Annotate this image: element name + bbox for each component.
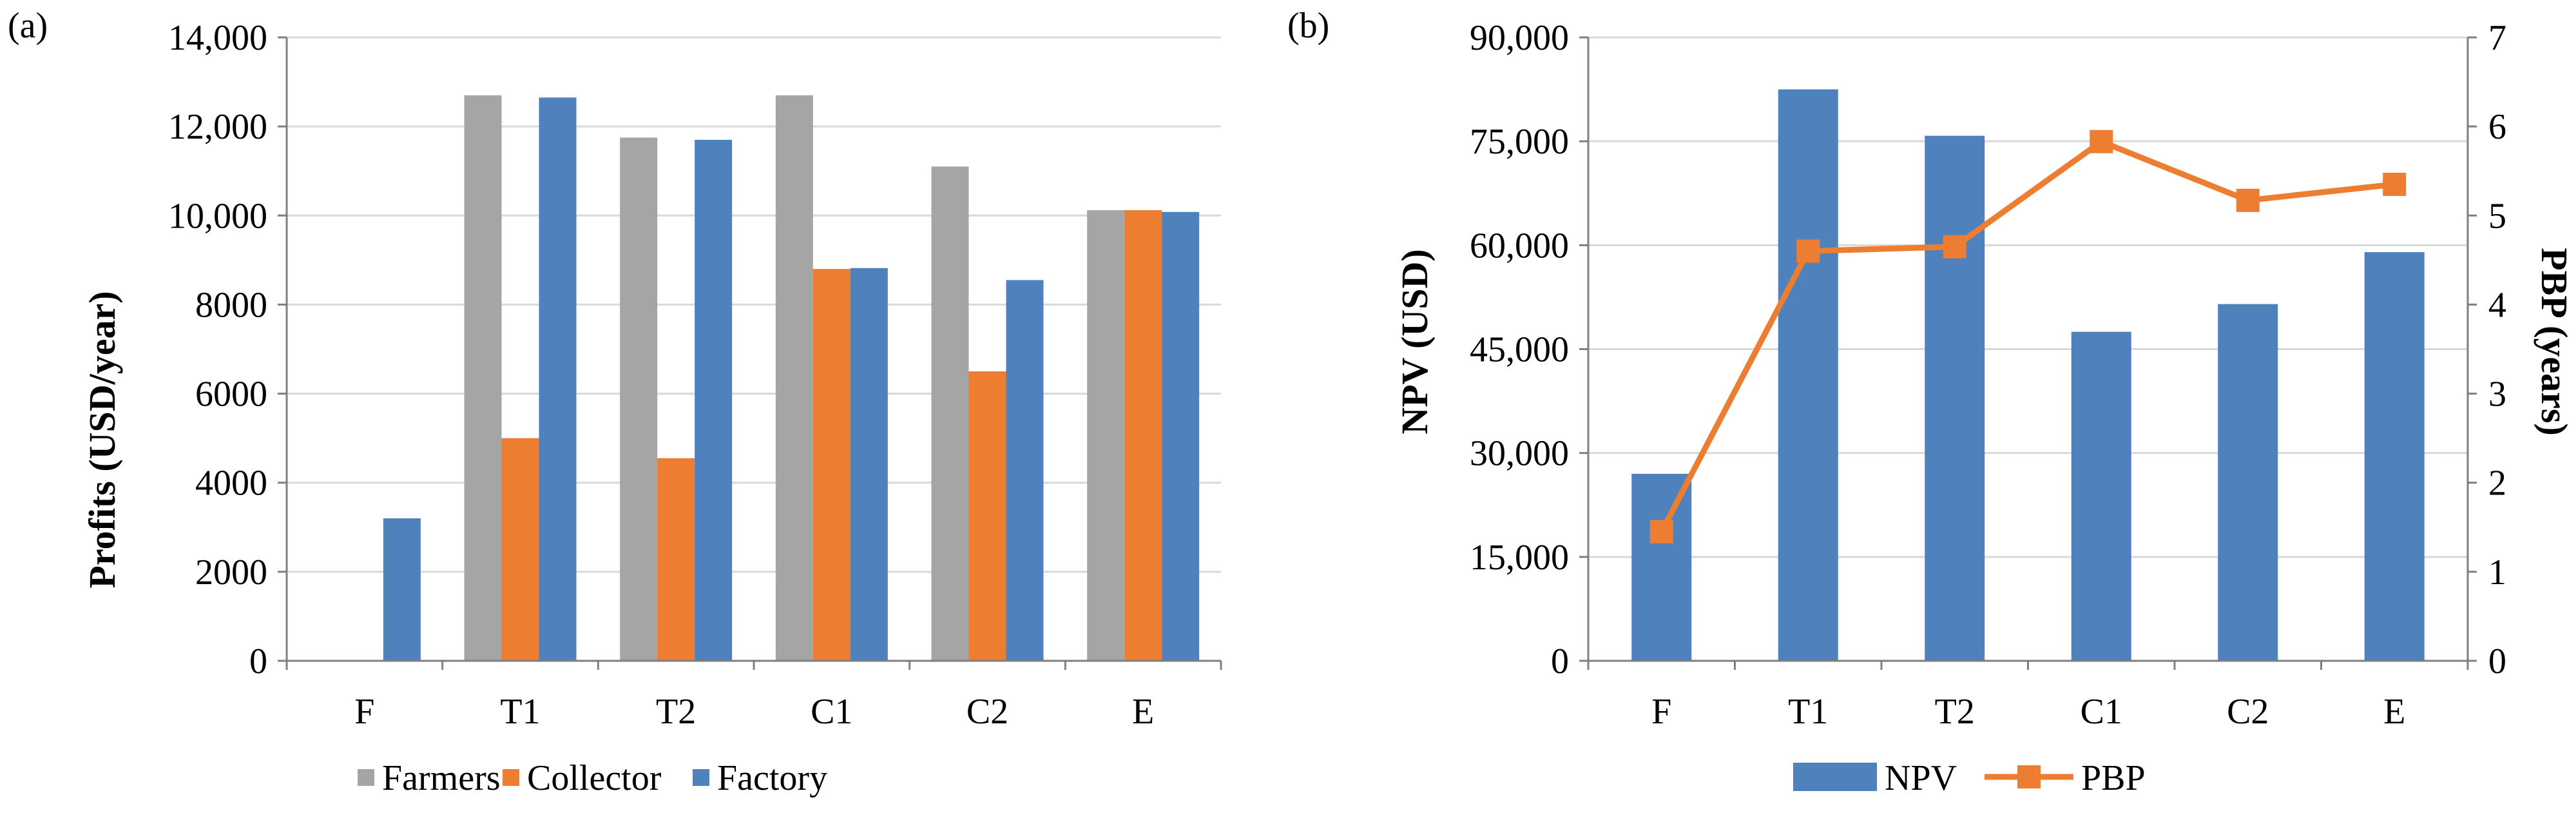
panel-b-left-y-tick-label: 0 (1551, 641, 1569, 681)
panel-b-right-y-tick-label: 7 (2488, 18, 2506, 58)
bar-farmers-t1 (464, 95, 502, 661)
panel-b-x-tick-label: F (1651, 692, 1671, 732)
panel-b-npv-pbp-chart: (b) 0 15,000 30,000 45,000 60,000 75,000 90,00… (1287, 6, 2575, 798)
panel-b-right-y-tick-label: 0 (2488, 641, 2506, 681)
pbp-marker-c1 (2090, 130, 2113, 153)
panel-a-y-tick-label: 6000 (195, 375, 267, 415)
panel-b-left-y-tick-label: 60,000 (1470, 226, 1569, 266)
panel-b-left-y-tick-labels: 0 15,000 30,000 45,000 60,000 75,000 90,000 (1470, 18, 1569, 681)
pbp-marker-c2 (2236, 188, 2260, 212)
panel-b-left-y-tick-label: 30,000 (1470, 434, 1569, 474)
bar-collector-t1 (501, 438, 539, 661)
bar-collector-c2 (968, 371, 1006, 661)
panel-a-gridlines (287, 36, 1221, 573)
panel-b-x-tick-labels: F T1 T2 C1 C2 E (1651, 692, 2405, 732)
panel-a-legend: Farmers Collector Factory (358, 758, 827, 798)
pbp-marker-t1 (1796, 239, 1820, 263)
panel-a-x-tick-label: T2 (656, 692, 696, 732)
panel-a-y-tick-label: 4000 (195, 464, 267, 504)
bar-farmers-e (1087, 210, 1125, 661)
legend-label-farmers: Farmers (382, 758, 501, 798)
pbp-series-line (1658, 139, 2395, 533)
panel-a-y-tick-label: 0 (249, 641, 267, 681)
bar-farmers-c1 (775, 95, 813, 661)
bar-npv-c1 (2071, 331, 2131, 661)
bar-collector-t2 (657, 458, 695, 661)
panel-b-npv-bars (1631, 89, 2425, 661)
panel-b-gridlines (1588, 36, 2468, 558)
panel-b-x-tick-label: E (2383, 692, 2405, 732)
panel-b-right-y-tick-label: 3 (2488, 375, 2506, 415)
pbp-marker-t2 (1943, 235, 1966, 259)
bar-factory-e (1162, 211, 1200, 661)
panel-a-x-tick-labels: F T1 T2 C1 C2 E (354, 692, 1154, 732)
panel-b-pbp-line (1649, 130, 2407, 543)
panel-b-x-tick-label: C2 (2227, 692, 2269, 732)
bar-npv-t2 (1925, 135, 1985, 661)
panel-a-axes (278, 36, 1222, 670)
bar-factory-t2 (695, 139, 733, 661)
bar-npv-c2 (2218, 304, 2278, 661)
bar-farmers-t2 (620, 137, 658, 661)
panel-a-y-tick-label: 8000 (195, 285, 267, 325)
legend-label-collector: Collector (527, 758, 662, 798)
panel-b-right-y-tick-labels: 0 1 2 3 4 5 6 7 (2488, 18, 2506, 681)
panel-a-bars (383, 95, 1200, 661)
bar-factory-c1 (850, 268, 888, 661)
panel-a-x-tick-label: F (354, 692, 374, 732)
legend-swatch-farmers (358, 769, 374, 786)
bar-npv-e (2364, 252, 2425, 661)
legend-label-pbp: PBP (2081, 758, 2146, 798)
panel-b-right-y-tick-label: 1 (2488, 553, 2506, 592)
pbp-marker-e (2383, 172, 2407, 196)
panel-b-x-tick-label: T2 (1935, 692, 1975, 732)
bar-npv-t1 (1778, 89, 1838, 661)
panel-a-x-tick-label: C1 (811, 692, 852, 732)
bar-collector-c1 (812, 269, 851, 661)
panel-a-y-tick-label: 2000 (195, 553, 267, 592)
legend-swatch-npv (1793, 763, 1877, 791)
legend-label-factory: Factory (717, 758, 827, 798)
panel-b-left-y-tick-label: 90,000 (1470, 18, 1569, 58)
panel-b-right-y-axis-title: PBP (years) (2533, 248, 2575, 436)
panel-b-label: (b) (1287, 6, 1329, 46)
bar-factory-f (383, 518, 421, 661)
panel-a-x-tick-label: T1 (500, 692, 540, 732)
panel-b-axes (1579, 36, 2477, 670)
panel-b-left-y-axis-title: NPV (USD) (1394, 249, 1436, 434)
legend-label-npv: NPV (1885, 758, 1957, 798)
panel-b-left-y-tick-label: 45,000 (1470, 330, 1569, 370)
bar-farmers-c2 (931, 166, 969, 661)
legend-swatch-pbp-marker (2017, 765, 2041, 788)
panel-a-label: (a) (8, 6, 48, 46)
panel-b-left-y-tick-label: 75,000 (1470, 122, 1569, 162)
panel-b-right-y-tick-label: 2 (2488, 464, 2506, 504)
panel-a-y-tick-label: 10,000 (168, 196, 267, 236)
panel-a-x-tick-label: E (1132, 692, 1154, 732)
panel-b-right-y-tick-label: 4 (2488, 285, 2506, 325)
bar-npv-f (1631, 473, 1692, 661)
panel-b-x-tick-label: C1 (2081, 692, 2122, 732)
bar-collector-e (1124, 210, 1162, 661)
panel-b-right-y-tick-label: 6 (2488, 107, 2506, 147)
panel-b-left-y-tick-label: 15,000 (1470, 538, 1569, 578)
bar-factory-c2 (1006, 280, 1044, 661)
legend-swatch-factory (693, 769, 709, 786)
panel-b-right-y-tick-label: 5 (2488, 196, 2506, 236)
panel-a-y-tick-labels: 0 2000 4000 6000 8000 10,000 12,000 14,000 (168, 18, 267, 681)
panel-a-profits-chart: (a) 0200040006000800010,00012,00014,000 … (8, 6, 1222, 798)
bar-factory-t1 (539, 97, 577, 661)
panel-a-y-tick-label: 12,000 (168, 107, 267, 147)
legend-swatch-collector (503, 769, 519, 786)
panel-b-legend: NPV PBP (1793, 758, 2146, 798)
panel-a-x-tick-label: C2 (966, 692, 1008, 732)
panel-a-y-axis-title: Profits (USD/year) (81, 291, 123, 588)
panel-b-x-tick-label: T1 (1788, 692, 1828, 732)
panel-a-y-tick-label: 14,000 (168, 18, 267, 58)
pbp-marker-f (1649, 520, 1673, 543)
